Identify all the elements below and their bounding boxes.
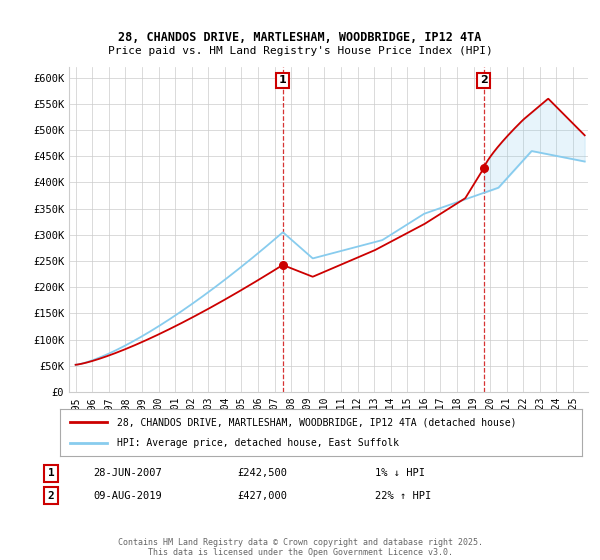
Text: 28-JUN-2007: 28-JUN-2007: [93, 468, 162, 478]
Text: 09-AUG-2019: 09-AUG-2019: [93, 491, 162, 501]
Text: Contains HM Land Registry data © Crown copyright and database right 2025.
This d: Contains HM Land Registry data © Crown c…: [118, 538, 482, 557]
Text: 28, CHANDOS DRIVE, MARTLESHAM, WOODBRIDGE, IP12 4TA (detached house): 28, CHANDOS DRIVE, MARTLESHAM, WOODBRIDG…: [118, 417, 517, 427]
Text: Price paid vs. HM Land Registry's House Price Index (HPI): Price paid vs. HM Land Registry's House …: [107, 46, 493, 56]
Text: 2: 2: [480, 75, 488, 85]
Text: 22% ↑ HPI: 22% ↑ HPI: [375, 491, 431, 501]
Text: 28, CHANDOS DRIVE, MARTLESHAM, WOODBRIDGE, IP12 4TA: 28, CHANDOS DRIVE, MARTLESHAM, WOODBRIDG…: [118, 31, 482, 44]
Text: 1: 1: [47, 468, 55, 478]
Text: HPI: Average price, detached house, East Suffolk: HPI: Average price, detached house, East…: [118, 438, 400, 448]
Text: £427,000: £427,000: [237, 491, 287, 501]
Text: 1% ↓ HPI: 1% ↓ HPI: [375, 468, 425, 478]
Text: 1: 1: [279, 75, 287, 85]
Text: £242,500: £242,500: [237, 468, 287, 478]
Text: 2: 2: [47, 491, 55, 501]
